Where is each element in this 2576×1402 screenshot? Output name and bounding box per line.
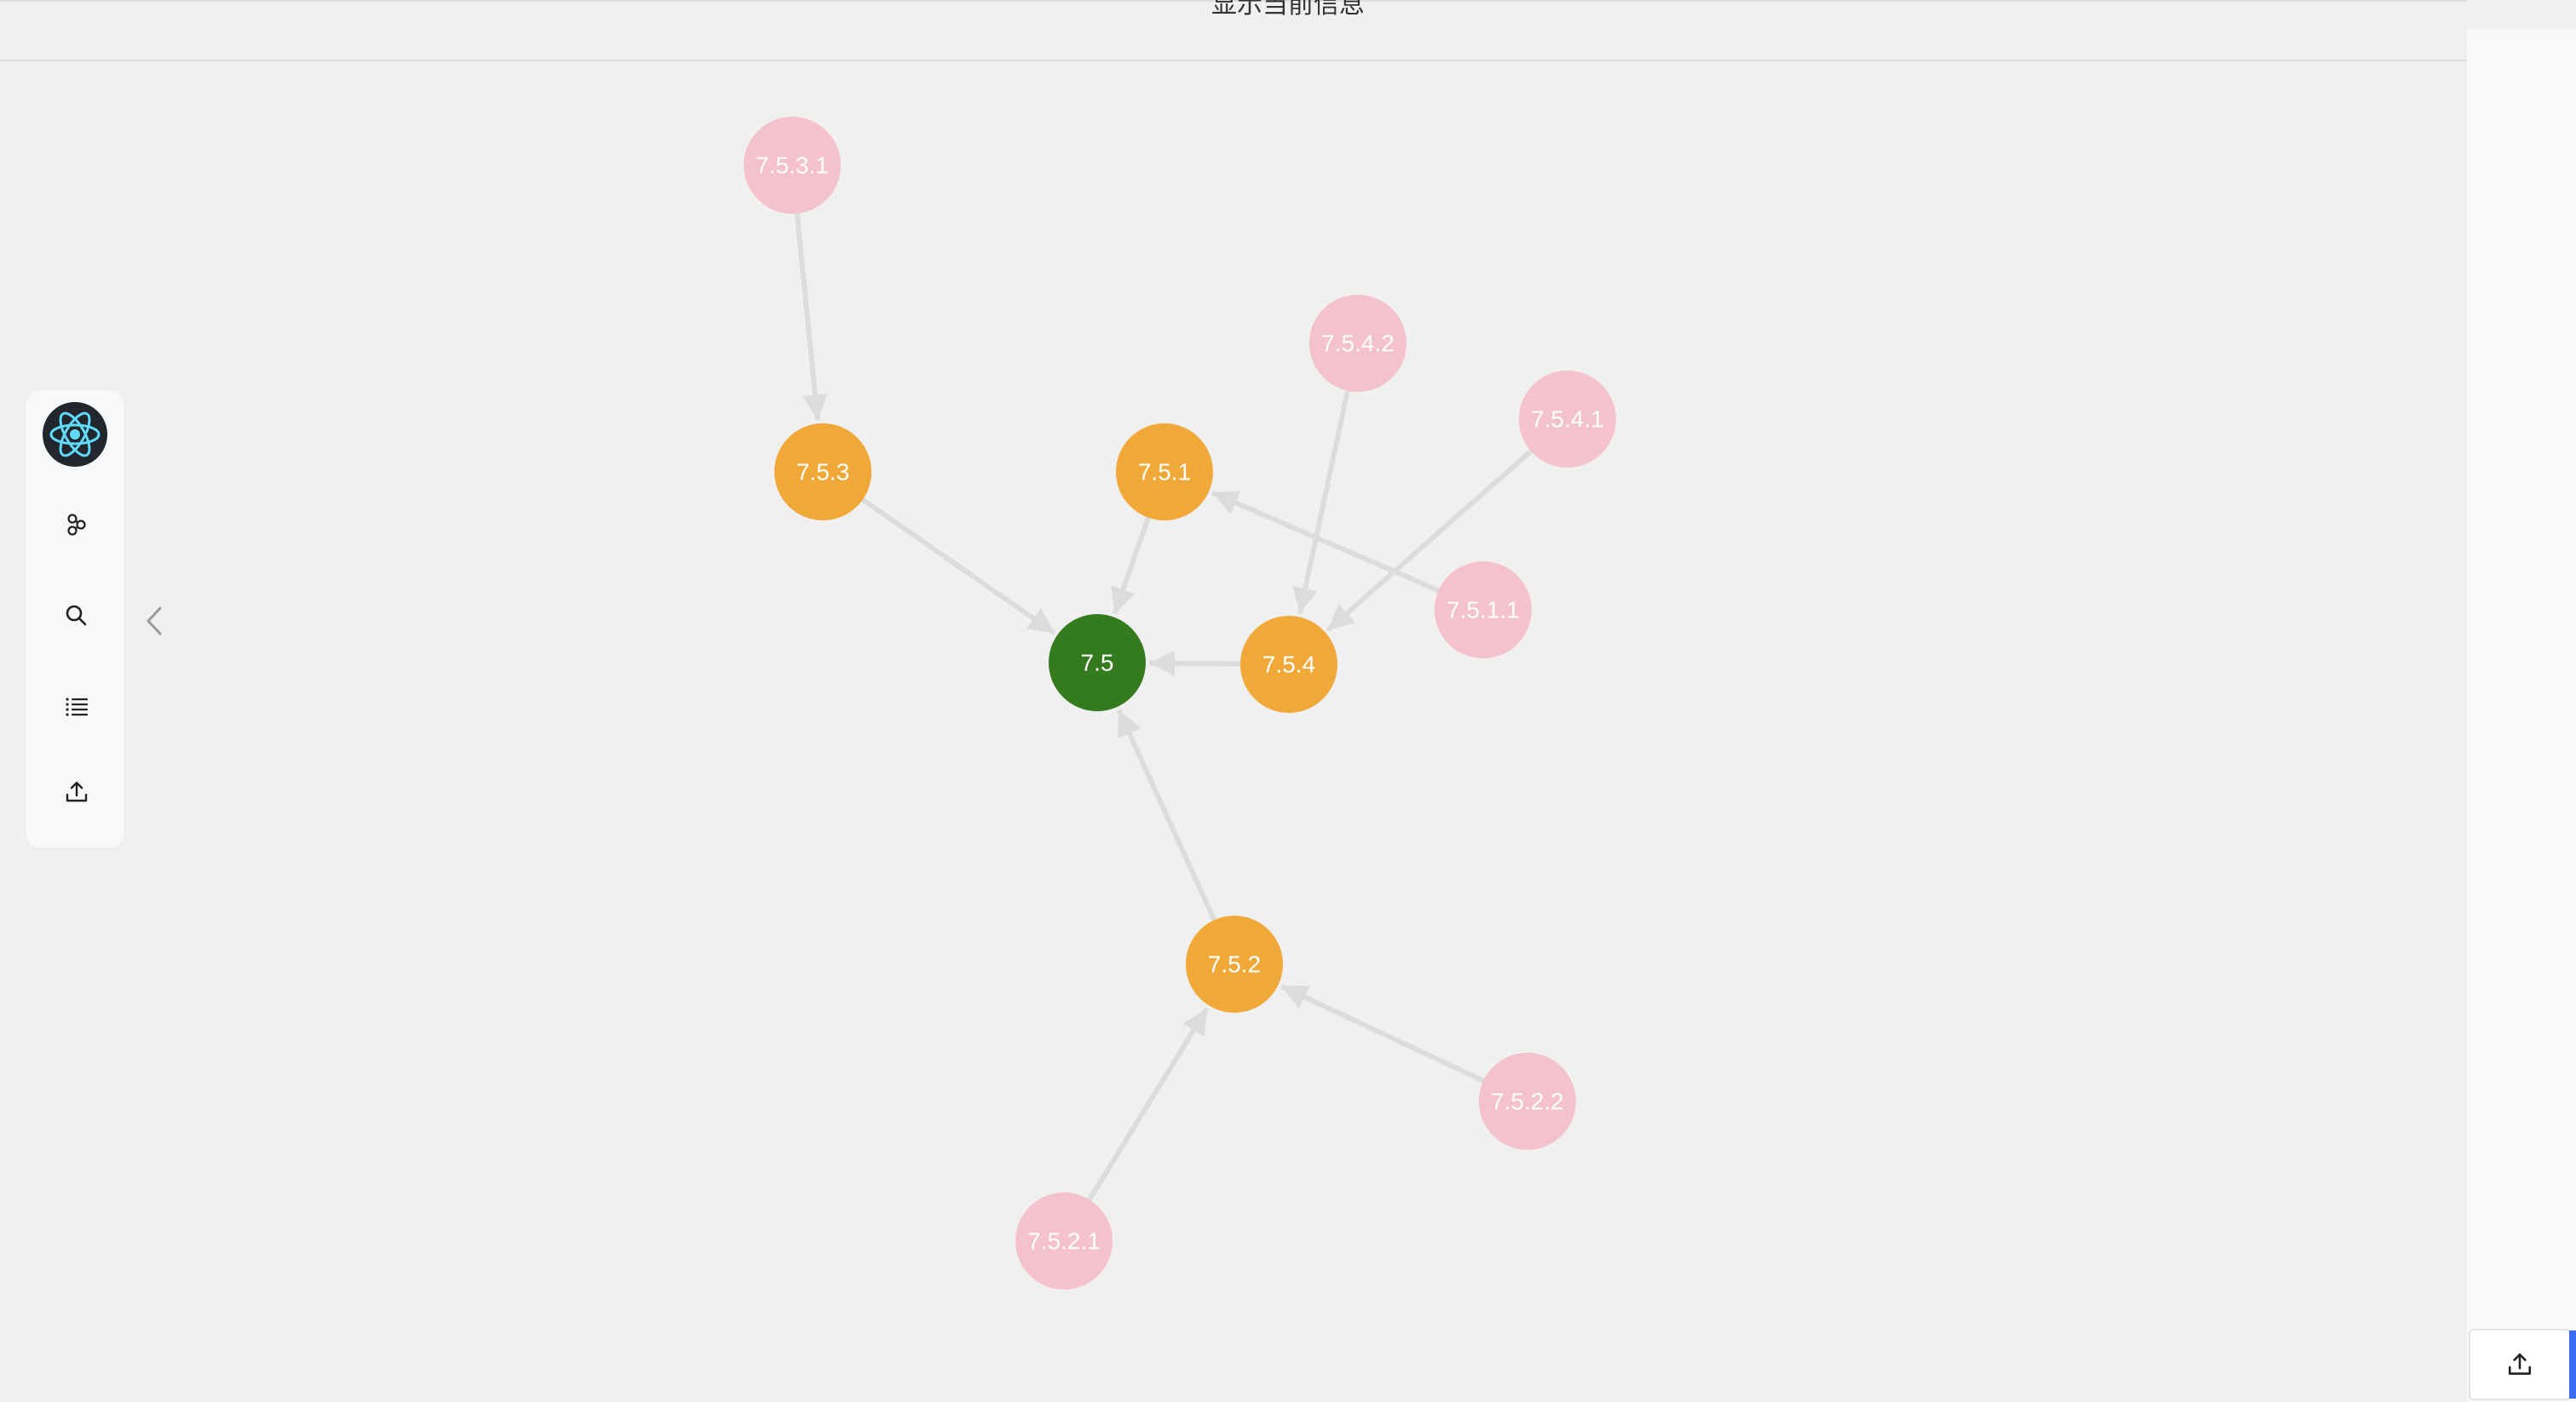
graph-node[interactable]: 7.5.2.1 — [1015, 1192, 1113, 1290]
edge-n7521-n752 — [1087, 1007, 1210, 1202]
graph-node-label: 7.5.4.1 — [1531, 406, 1604, 433]
collapse-toolbar-button[interactable] — [141, 603, 169, 639]
graph-node-circle[interactable] — [1435, 561, 1532, 658]
graph-node-circle[interactable] — [1015, 1192, 1113, 1290]
graph-node-label: 7.5.1 — [1138, 459, 1191, 486]
search-icon — [66, 605, 87, 626]
left-toolbar — [26, 390, 124, 848]
upload-icon — [2508, 1353, 2532, 1375]
graph-node-label: 7.5.3 — [796, 459, 849, 486]
list-icon — [66, 698, 89, 716]
edge-n7541-n754 — [1325, 449, 1533, 632]
graph-node[interactable]: 7.5.1.1 — [1435, 561, 1532, 658]
graph-node-label: 7.5.3.1 — [756, 152, 829, 179]
graph-node-label: 7.5.2.1 — [1027, 1228, 1101, 1255]
edge-n751-n75 — [1111, 516, 1151, 615]
atom-icon[interactable] — [43, 402, 107, 467]
graph-node-circle[interactable] — [1479, 1053, 1576, 1150]
page-title: 显示当前信息 — [1211, 0, 1365, 19]
graph-node-circle[interactable] — [1240, 616, 1337, 713]
right-panel — [2467, 29, 2576, 1402]
link-icon — [67, 514, 86, 536]
edge-n753-n75 — [861, 497, 1056, 635]
graph-node-circle[interactable] — [744, 117, 841, 214]
graph-node-circle[interactable] — [1116, 423, 1213, 520]
graph-node[interactable]: 7.5.4 — [1240, 616, 1337, 713]
graph-node-label: 7.5.2.2 — [1491, 1089, 1564, 1115]
graph-node[interactable]: 7.5.3.1 — [744, 117, 841, 214]
export-button[interactable] — [60, 775, 94, 809]
upload-icon — [66, 781, 88, 802]
graph-node-label: 7.5.4.2 — [1321, 330, 1394, 357]
graph-node-circle[interactable] — [1049, 614, 1146, 711]
nodes-layer: 7.5 7.5.1 7.5.2 7.5.3 7.5.4 7.5.1.1 7.5.2.1 7.5… — [744, 117, 1616, 1290]
graph-node-label: 7.5.1.1 — [1446, 597, 1520, 623]
header-bar: 显示当前信息 — [0, 0, 2467, 61]
graph-node-circle[interactable] — [1519, 371, 1616, 468]
panel-export-button[interactable] — [2469, 1329, 2571, 1400]
list-button[interactable] — [60, 690, 94, 724]
search-button[interactable] — [60, 599, 94, 633]
chevron-left-icon — [147, 606, 162, 635]
graph-node[interactable]: 7.5 — [1049, 614, 1146, 711]
graph-node[interactable]: 7.5.1 — [1116, 423, 1213, 520]
graph-node-circle[interactable] — [1309, 295, 1406, 392]
graph-node-circle[interactable] — [774, 423, 871, 520]
layout-button[interactable] — [60, 508, 94, 542]
graph-node-label: 7.5.2 — [1208, 951, 1261, 978]
graph-node[interactable]: 7.5.4.1 — [1519, 371, 1616, 468]
accent-bar — [2569, 1330, 2576, 1399]
graph-node-label: 7.5.4 — [1262, 652, 1315, 678]
edge-n7542-n754 — [1292, 390, 1350, 614]
edge-n752-n75 — [1116, 709, 1217, 922]
edge-n7522-n752 — [1279, 984, 1485, 1083]
graph-node[interactable]: 7.5.4.2 — [1309, 295, 1406, 392]
graph-node-circle[interactable] — [1186, 916, 1283, 1013]
edges-layer — [794, 213, 1533, 1202]
graph-node[interactable]: 7.5.3 — [774, 423, 871, 520]
graph-node[interactable]: 7.5.2 — [1186, 916, 1283, 1013]
edge-n7511-n751 — [1210, 490, 1440, 594]
graph-node[interactable]: 7.5.2.2 — [1479, 1053, 1576, 1150]
graph-node-label: 7.5 — [1081, 650, 1114, 676]
edge-n7531-n753 — [794, 213, 828, 421]
